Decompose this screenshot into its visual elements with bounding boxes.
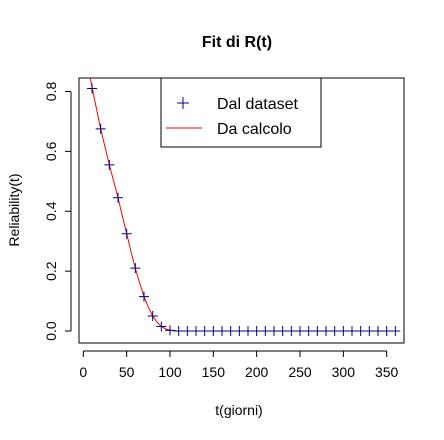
data-point-marker [208, 326, 219, 337]
data-point-marker [234, 326, 245, 337]
data-point-marker [191, 326, 201, 337]
data-point-marker [87, 83, 97, 94]
data-point-marker [303, 326, 314, 337]
data-point-marker [165, 325, 175, 336]
data-point-marker [364, 326, 375, 337]
data-point-marker [329, 326, 340, 337]
x-tick-label: 200 [245, 364, 269, 380]
y-tick-label: 0.0 [43, 321, 59, 341]
x-tick-label: 350 [375, 364, 399, 380]
legend-box [160, 77, 322, 148]
data-point-marker [373, 326, 383, 337]
x-tick-label: 300 [332, 364, 356, 380]
data-point-marker [260, 326, 271, 337]
x-axis-label: t(giorni) [215, 402, 262, 418]
data-point-marker [147, 311, 158, 322]
legend-label: Da calcolo [217, 121, 292, 138]
data-point-marker [243, 326, 253, 337]
y-tick-label: 0.8 [43, 82, 59, 102]
data-point-marker [312, 326, 323, 337]
data-point-marker [277, 326, 288, 337]
data-point-marker [286, 326, 297, 337]
data-point-marker [156, 321, 167, 332]
data-point-marker [139, 291, 149, 302]
data-point-marker [251, 326, 262, 337]
data-point-marker [182, 326, 193, 337]
y-axis: 0.0 0.2 0.4 0.6 0.8 [43, 82, 72, 341]
data-point-marker [269, 326, 279, 337]
data-point-marker [113, 192, 123, 203]
x-tick-label: 150 [202, 364, 226, 380]
chart-title: Fit di R(t) [202, 34, 272, 51]
x-tick-label: 50 [119, 364, 135, 380]
data-point-marker [321, 326, 331, 337]
x-tick-label: 0 [79, 364, 87, 380]
x-tick-label: 100 [158, 364, 182, 380]
data-point-marker [217, 326, 227, 337]
data-point-marker [347, 326, 357, 337]
y-tick-label: 0.2 [43, 261, 59, 281]
legend-label: Dal dataset [217, 96, 298, 113]
legend: Dal dataset Da calcolo [160, 77, 322, 148]
data-point-marker [95, 123, 106, 134]
data-point-marker [130, 263, 141, 274]
data-point-marker [295, 326, 305, 337]
data-point-marker [199, 326, 210, 337]
x-tick-label: 250 [288, 364, 312, 380]
plot-area [87, 77, 401, 337]
data-point-marker [338, 326, 349, 337]
x-axis: 0 50 100 150 200 250 300 350 [79, 350, 399, 380]
data-point-marker [390, 326, 401, 337]
dataset-points [87, 83, 401, 337]
data-point-marker [173, 326, 184, 337]
y-axis-label: Reliability(t) [6, 173, 22, 246]
legend-symbol-plus [177, 97, 189, 109]
y-tick-label: 0.4 [43, 201, 59, 221]
data-point-marker [121, 228, 132, 239]
data-point-marker [104, 159, 115, 170]
data-point-marker [225, 326, 236, 337]
data-point-marker [381, 326, 392, 337]
data-point-marker [355, 326, 366, 337]
y-tick-label: 0.6 [43, 141, 59, 161]
